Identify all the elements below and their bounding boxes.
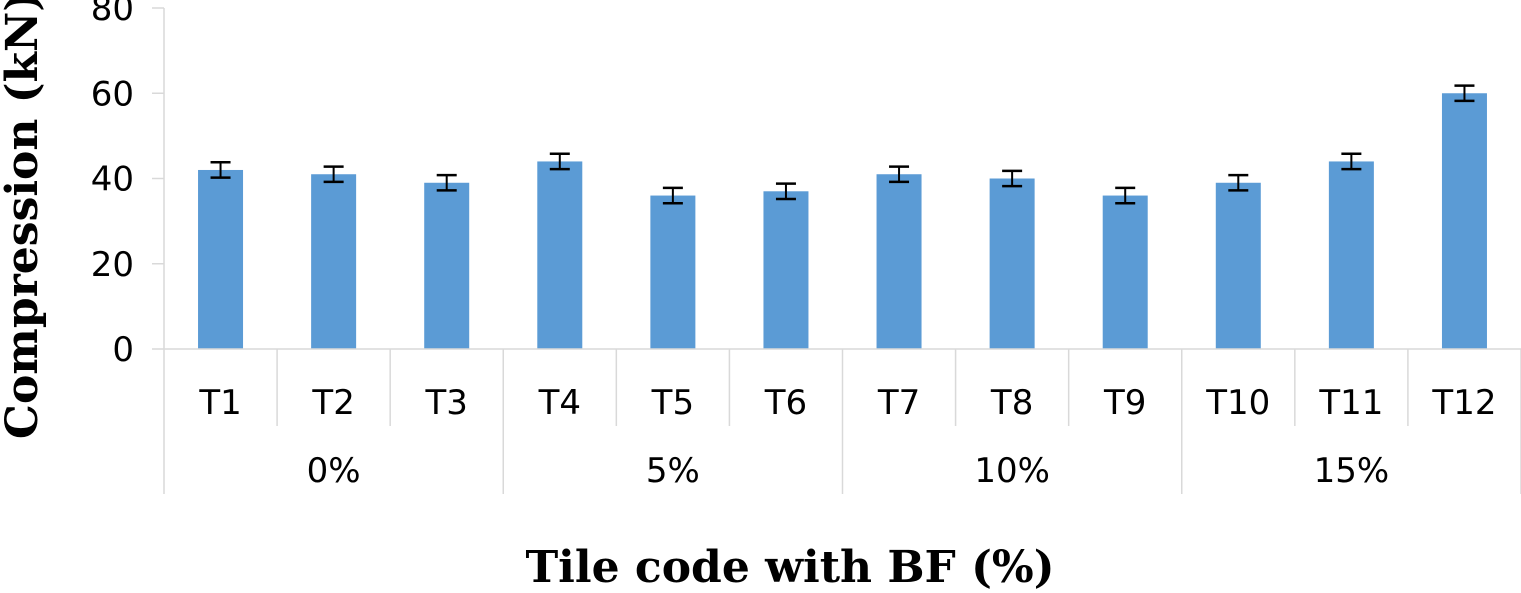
x-tick-label: T3: [425, 383, 468, 423]
bar-t8: [989, 178, 1035, 349]
bar-t10: [1215, 182, 1261, 349]
error-bar-t11: [1341, 152, 1362, 171]
x-tick-label: T10: [1205, 383, 1270, 423]
bar-t7: [876, 174, 922, 349]
bar-t9: [1102, 195, 1148, 349]
y-axis: 0 20 40 60 80: [91, 0, 165, 370]
x-tick-label: T1: [198, 383, 241, 423]
x-tick-label: T5: [651, 383, 694, 423]
bar-t3: [424, 182, 470, 349]
error-bar-t10: [1228, 173, 1249, 192]
x-group-label: 15%: [1314, 451, 1390, 491]
y-axis-title: Compression (kN): [0, 0, 48, 439]
error-bar-t1: [210, 161, 231, 179]
error-bar-t4: [549, 152, 570, 171]
x-tick-label: T2: [311, 383, 354, 423]
x-group-label: 0%: [307, 451, 361, 491]
error-bar-t7: [889, 165, 910, 184]
error-bar-t12: [1454, 84, 1475, 103]
y-tick-label: 20: [91, 245, 134, 285]
bar-t2: [311, 174, 357, 349]
error-bars: [210, 84, 1475, 205]
x-axis-title: Tile code with BF (%): [525, 542, 1054, 593]
y-tick-label: 0: [112, 330, 134, 370]
error-bar-t9: [1115, 186, 1136, 205]
y-tick-label: 40: [91, 160, 134, 200]
error-bar-t6: [775, 182, 796, 201]
y-tick-label: 80: [91, 0, 134, 29]
x-group-label: 5%: [646, 451, 700, 491]
bar-t1: [198, 169, 244, 349]
x-tick-label: T6: [764, 383, 807, 423]
bar-t4: [537, 161, 583, 349]
error-bar-t8: [1002, 169, 1023, 188]
x-tick-label: T9: [1103, 383, 1146, 423]
x-tick-label: T11: [1318, 383, 1383, 423]
y-tick-label: 60: [91, 74, 134, 114]
x-axis: T1 T2 T3 T4 T5 T6 T7 T8 T9 T10 T11 T12 0% 5% 10% 15%: [163, 348, 1521, 494]
error-bar-t5: [662, 186, 683, 205]
error-bar-t2: [323, 165, 344, 184]
x-group-label: 10%: [974, 451, 1050, 491]
bars: [198, 93, 1487, 349]
x-tick-label: T12: [1431, 383, 1496, 423]
bar-t5: [650, 195, 696, 349]
error-bar-t3: [436, 173, 457, 192]
x-tick-label: T8: [990, 383, 1033, 423]
x-tick-label: T4: [538, 383, 581, 423]
bar-t12: [1441, 93, 1487, 349]
bar-t6: [763, 191, 809, 349]
x-tick-label: T7: [877, 383, 920, 423]
bar-t11: [1328, 161, 1374, 349]
